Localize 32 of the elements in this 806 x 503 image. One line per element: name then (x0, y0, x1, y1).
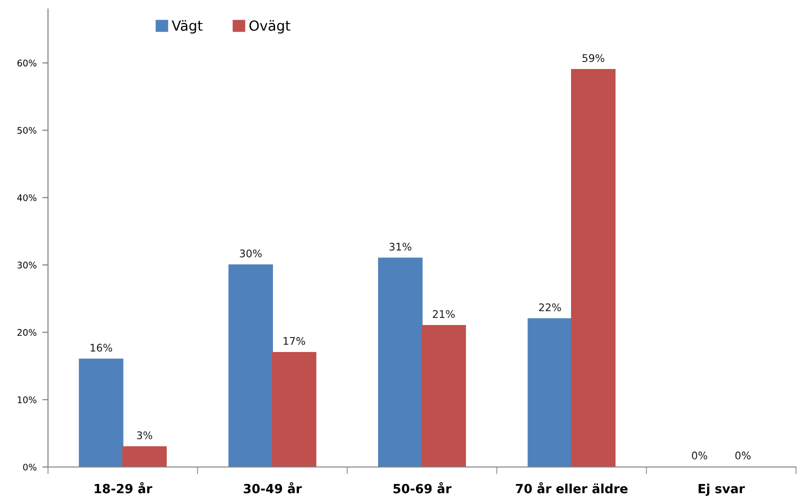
y-tick-label: 30% (18, 262, 36, 268)
legend-label: Ovägt (249, 20, 290, 34)
x-tick-label: Ej svar (698, 484, 745, 496)
data-label: 31% (390, 242, 412, 251)
x-tick-label: 30-49 år (244, 482, 302, 494)
y-tick-label: 50% (18, 126, 36, 134)
data-label: 16% (90, 344, 112, 352)
x-tick-label: 50-69 år (394, 482, 452, 494)
bar (378, 258, 423, 467)
data-label: 22% (539, 303, 561, 312)
y-tick-label: 40% (17, 194, 36, 202)
bar (571, 69, 616, 467)
bar (122, 446, 167, 467)
data-label: 17% (284, 337, 306, 345)
data-label: 3% (137, 431, 152, 440)
bar (272, 352, 316, 467)
bar (78, 358, 124, 467)
data-label: 21% (432, 310, 455, 318)
x-tick-label: 18-29 år (94, 482, 152, 494)
data-label: 0% (735, 452, 751, 460)
y-tick-label: 20% (17, 329, 36, 336)
data-label: 30% (240, 249, 262, 258)
y-tick-label: 0% (23, 464, 36, 471)
x-tick-label: 70 år eller äldre (516, 482, 628, 494)
data-label: 0% (692, 452, 708, 460)
bar (528, 318, 572, 467)
data-label: 59% (582, 54, 604, 62)
bar (228, 264, 273, 467)
y-tick-label: 60% (17, 60, 36, 66)
legend-label: Vägt (172, 20, 202, 34)
y-tick-label: 10% (18, 396, 36, 404)
bar (421, 325, 466, 467)
